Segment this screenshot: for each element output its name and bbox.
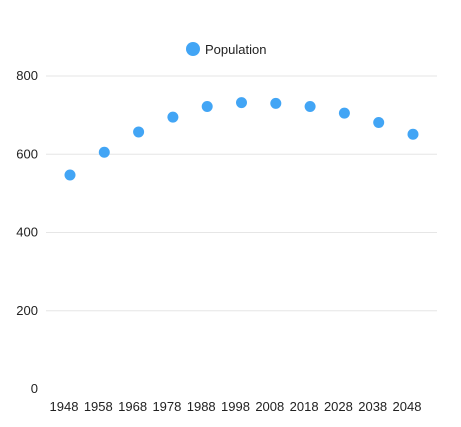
y-tick-label: 0 (31, 381, 38, 396)
data-point[interactable] (304, 101, 316, 113)
x-tick-label: 2028 (324, 399, 353, 414)
data-point[interactable] (270, 97, 282, 109)
x-tick-label: 1958 (84, 399, 113, 414)
x-tick-label: 1948 (50, 399, 79, 414)
y-axis: 0 200 400 600 800 (16, 68, 38, 396)
x-tick-label: 2018 (290, 399, 319, 414)
data-point[interactable] (133, 126, 145, 138)
x-tick-label: 2038 (358, 399, 387, 414)
grid-lines (46, 75, 437, 312)
y-tick-label: 800 (16, 68, 38, 83)
x-tick-label: 2048 (393, 399, 422, 414)
x-tick-label: 1978 (152, 399, 181, 414)
data-point[interactable] (167, 111, 179, 123)
legend-marker-icon (186, 42, 200, 56)
data-point[interactable] (407, 128, 419, 140)
data-point[interactable] (201, 101, 213, 113)
legend[interactable]: Population (186, 42, 266, 57)
data-point[interactable] (338, 107, 350, 119)
y-tick-label: 600 (16, 146, 38, 161)
data-point[interactable] (98, 146, 110, 158)
x-tick-label: 1988 (187, 399, 216, 414)
data-point[interactable] (64, 169, 76, 181)
legend-label: Population (205, 42, 266, 57)
x-tick-label: 1998 (221, 399, 250, 414)
y-tick-label: 200 (16, 303, 38, 318)
data-point[interactable] (373, 117, 385, 129)
x-axis: 1948 1958 1968 1978 1988 1998 2008 2018 2028 2038… (50, 399, 422, 414)
x-tick-label: 1968 (118, 399, 147, 414)
y-tick-label: 400 (16, 225, 38, 240)
x-tick-label: 2008 (255, 399, 284, 414)
data-point[interactable] (236, 97, 247, 109)
data-points (64, 97, 419, 181)
